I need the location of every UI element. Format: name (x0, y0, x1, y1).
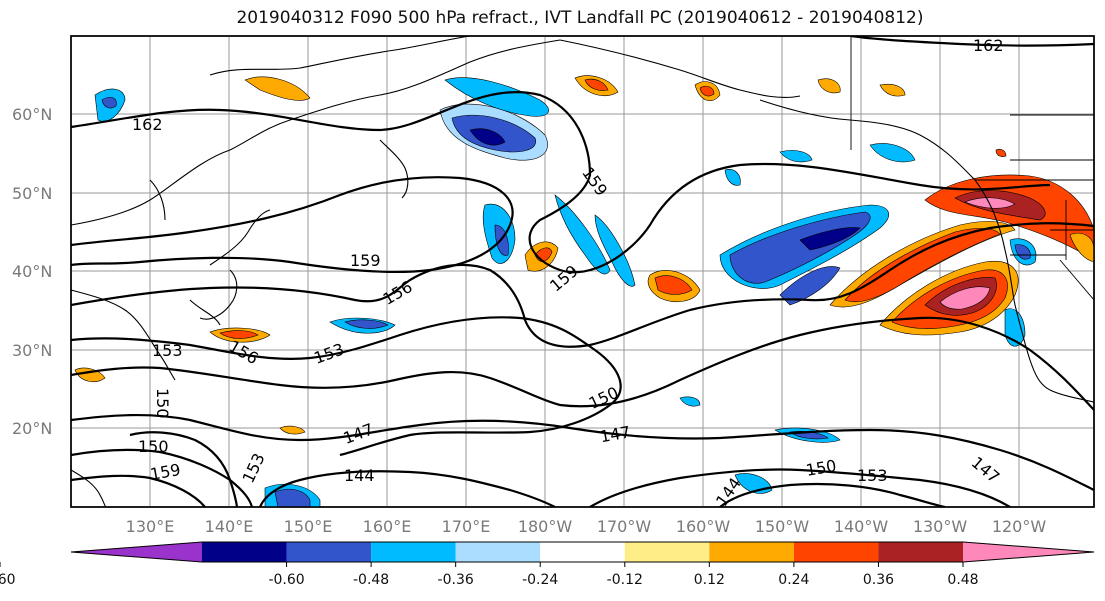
lon-label: 130°E (126, 517, 175, 536)
colorbar-segment (793, 542, 879, 562)
lon-label: 120°W (992, 517, 1047, 536)
lon-label: 140°W (834, 517, 889, 536)
contour-label: 162 (132, 115, 163, 134)
colorbar-tick-label: 0.60 (0, 572, 16, 588)
map-border (70, 35, 1095, 508)
colorbar-tick-label: -0.60 (268, 572, 304, 588)
contour-label: 153 (857, 466, 888, 485)
colorbar-segment (624, 542, 710, 562)
lon-label: 180°W (518, 517, 573, 536)
colorbar-extend-low (71, 542, 202, 562)
colorbar-segment (455, 542, 541, 562)
figure-title: 2019040312 F090 500 hPa refract., IVT La… (236, 8, 924, 28)
colorbar-segment (286, 542, 372, 562)
colorbar-segment (371, 542, 456, 562)
lat-label: 40°N (12, 262, 52, 281)
colorbar-segment (540, 542, 625, 562)
colorbar-tick-label: 0.12 (694, 572, 725, 588)
lon-label: 170°W (597, 517, 652, 536)
contour-label: 153 (152, 341, 183, 360)
lon-label: 170°E (442, 517, 491, 536)
colorbar-tick-label: 0.36 (863, 572, 894, 588)
lat-label: 60°N (12, 105, 52, 124)
contour-label: 150 (153, 388, 172, 419)
colorbar-tick-label: -0.24 (522, 572, 558, 588)
lon-label: 150°W (755, 517, 810, 536)
colorbar-tick-label: 0.48 (947, 572, 978, 588)
colorbar-extend-high (963, 542, 1094, 562)
refractivity-anomaly-fills (74, 75, 1094, 507)
contour-label: 150 (138, 437, 169, 456)
colorbar-tick-label: -0.48 (353, 572, 389, 588)
lon-label: 160°W (676, 517, 731, 536)
lon-label: 130°W (913, 517, 968, 536)
colorbar-tick-label: 0.24 (778, 572, 809, 588)
colorbar: -0.60 -0.48 -0.36 -0.24 -0.12 0.12 0.24 0.36 0.4… (0, 541, 1095, 588)
lat-label: 30°N (12, 341, 52, 360)
lon-label: 150°E (284, 517, 333, 536)
colorbar-segment (709, 542, 794, 562)
lon-label: 140°E (205, 517, 254, 536)
contour-label: 162 (973, 36, 1004, 55)
colorbar-outline (70, 541, 1095, 563)
geopotential-contours (71, 36, 1094, 507)
contour-label: 159 (350, 251, 381, 270)
colorbar-segment (202, 542, 287, 562)
lon-label: 160°E (363, 517, 412, 536)
contour-label: 144 (344, 466, 375, 485)
colorbar-tick-label: -0.36 (438, 572, 474, 588)
colorbar-segment (878, 542, 963, 562)
coastlines (71, 36, 1094, 507)
lat-label: 50°N (12, 184, 52, 203)
lat-label: 20°N (12, 419, 52, 438)
political-boundaries (850, 36, 1094, 301)
colorbar-tick-label: -0.12 (607, 572, 643, 588)
